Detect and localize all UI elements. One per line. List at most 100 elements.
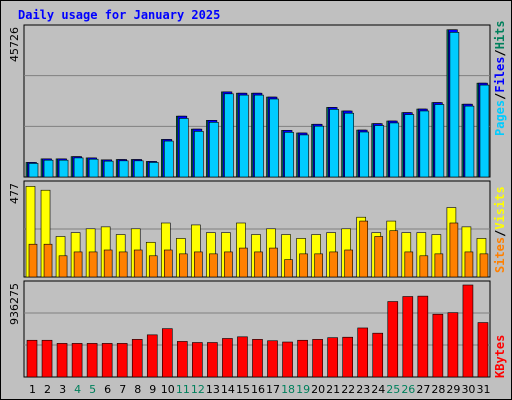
day-label: 7 xyxy=(119,383,126,396)
sites-bar xyxy=(269,247,278,278)
sites-bar xyxy=(224,251,233,278)
pages-bar xyxy=(434,104,445,178)
mid-ytick: 477 xyxy=(8,183,21,204)
kbytes-bar xyxy=(297,339,308,378)
sites-bar xyxy=(239,247,248,278)
day-label: 14 xyxy=(221,383,235,396)
pages-bar xyxy=(88,158,99,178)
day-label: 26 xyxy=(401,383,415,396)
day-label: 2 xyxy=(44,383,51,396)
pages-bar xyxy=(419,110,430,178)
kbytes-bar xyxy=(131,339,143,378)
sites-bar xyxy=(284,259,293,278)
sites-bar xyxy=(419,255,429,278)
sites-bar xyxy=(133,249,143,278)
pages-bar xyxy=(43,159,54,178)
top-legend-part: Files xyxy=(493,57,507,93)
day-label: 31 xyxy=(476,383,490,396)
sites-bar xyxy=(359,220,369,278)
kbytes-bar xyxy=(432,313,444,378)
bot-ytick: 936275 xyxy=(8,283,21,325)
day-label: 9 xyxy=(149,383,156,396)
pages-bar xyxy=(389,122,400,178)
mid-legend-part: Sites xyxy=(493,237,507,273)
sites-bar xyxy=(329,251,338,278)
sites-bar xyxy=(88,251,98,278)
day-label: 30 xyxy=(461,383,475,396)
kbytes-bar xyxy=(116,343,128,378)
pages-bar xyxy=(359,131,370,178)
pages-bar xyxy=(209,122,219,178)
day-label: 20 xyxy=(311,383,325,396)
sites-bar xyxy=(28,243,38,278)
kbytes-panel: 936275 xyxy=(8,280,491,378)
pages-bar xyxy=(194,131,204,178)
kbytes-bar xyxy=(417,295,429,378)
pages-bar xyxy=(163,140,174,178)
sites-bar xyxy=(344,249,353,278)
pages-bar xyxy=(374,125,385,178)
top-legend-part: Hits xyxy=(493,20,507,49)
hits-files-pages-panel: 45726 xyxy=(8,24,491,178)
day-label: 17 xyxy=(266,383,280,396)
pages-bar xyxy=(179,118,189,178)
kbytes-bar xyxy=(101,343,113,378)
pages-bar xyxy=(284,132,294,178)
kbytes-bar xyxy=(146,334,158,378)
kbytes-bar xyxy=(462,284,474,378)
kbytes-bar xyxy=(447,312,459,378)
day-label: 1 xyxy=(29,383,36,396)
day-label: 25 xyxy=(386,383,400,396)
day-label: 22 xyxy=(341,383,355,396)
sites-bar xyxy=(163,249,173,278)
pages-bar xyxy=(479,84,490,178)
kbytes-bar xyxy=(372,332,384,378)
day-label: 8 xyxy=(134,383,141,396)
kbytes-bar xyxy=(177,341,188,378)
pages-bar xyxy=(133,160,144,178)
kbytes-bar xyxy=(192,342,203,378)
sites-bar xyxy=(194,251,203,278)
sites-bar xyxy=(464,251,474,278)
visits-sites-panel: 477 xyxy=(8,180,491,278)
kbytes-bar xyxy=(56,343,68,378)
kbytes-bar xyxy=(357,327,369,378)
pages-bar xyxy=(118,160,129,178)
pages-bar xyxy=(269,98,279,178)
pages-bar xyxy=(449,32,460,178)
sites-bar xyxy=(299,253,308,278)
kbytes-bar xyxy=(71,343,83,378)
sites-bar xyxy=(449,222,459,278)
day-label: 4 xyxy=(74,383,81,396)
sites-bar xyxy=(389,230,399,278)
top-ytick: 45726 xyxy=(8,27,21,62)
mid-legend: Sites/Visits xyxy=(493,186,507,273)
sites-bar xyxy=(148,255,158,278)
sites-bar xyxy=(374,236,384,278)
top-legend-part: / xyxy=(493,93,507,100)
mid-legend-part: Visits xyxy=(493,186,507,229)
day-label: 29 xyxy=(446,383,460,396)
kbytes-bar xyxy=(237,336,248,378)
bot-legend: KBytes xyxy=(493,335,507,378)
kbytes-bar xyxy=(207,342,218,378)
kbytes-bar xyxy=(41,339,53,378)
kbytes-bar xyxy=(161,328,173,378)
day-label: 5 xyxy=(89,383,96,396)
pages-bar xyxy=(148,162,159,178)
day-label: 6 xyxy=(104,383,111,396)
day-label: 19 xyxy=(296,383,310,396)
sites-bar xyxy=(314,253,323,278)
day-label: 16 xyxy=(251,383,265,396)
kbytes-bar xyxy=(252,339,263,378)
pages-bar xyxy=(224,93,234,178)
day-label: 24 xyxy=(371,383,385,396)
day-label: 12 xyxy=(191,383,205,396)
day-label: 10 xyxy=(161,383,175,396)
pages-bar xyxy=(254,94,264,178)
pages-bar xyxy=(58,159,69,178)
day-label: 23 xyxy=(356,383,370,396)
kbytes-bar xyxy=(342,336,353,378)
